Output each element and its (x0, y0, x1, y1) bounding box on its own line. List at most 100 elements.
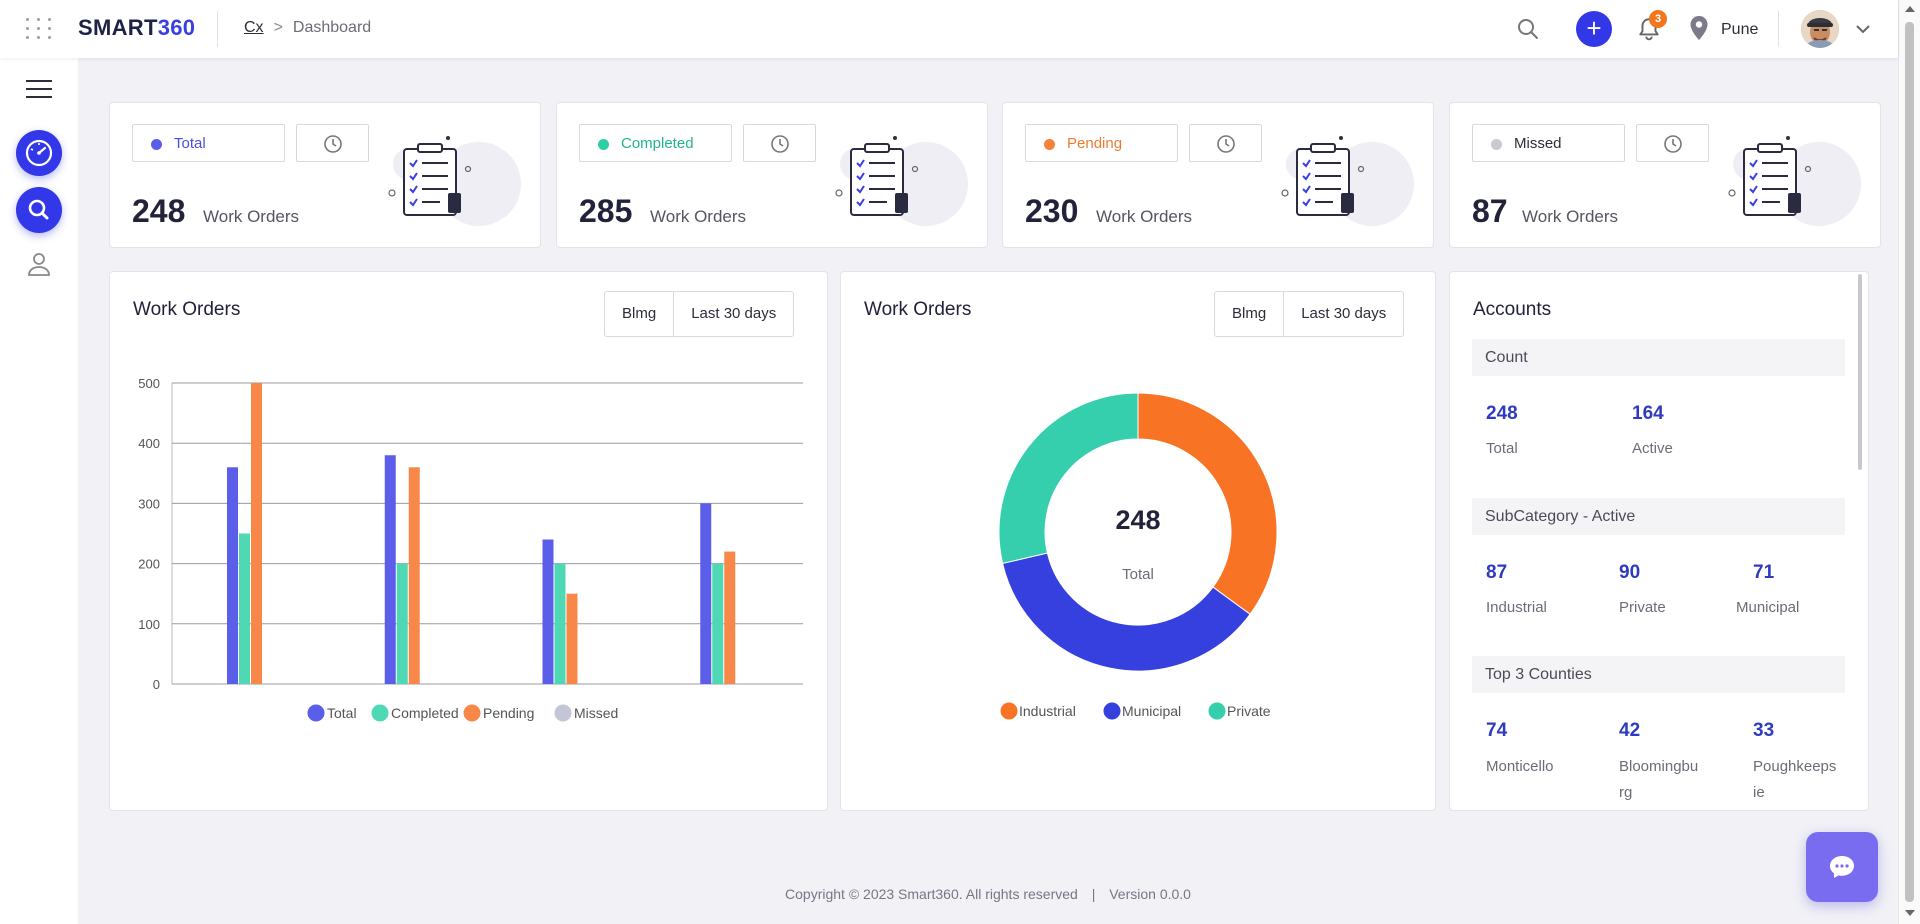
bar-total (227, 467, 238, 684)
stat-unit: Work Orders (650, 207, 747, 226)
stat-filter-pill[interactable]: Pending (1025, 124, 1178, 162)
stat-card-completed[interactable]: Completed 285 Work Orders (556, 102, 988, 248)
chat-bubble-icon (1830, 856, 1854, 878)
legend-swatch (371, 704, 389, 722)
sidebar-item-search[interactable] (16, 187, 62, 233)
accounts-value: 42 (1619, 720, 1641, 741)
accounts-value: 87 (1486, 562, 1508, 583)
stat-value: 248 (132, 193, 186, 229)
accounts-section-header: SubCategory - Active (1472, 498, 1845, 535)
bar-total (384, 455, 396, 684)
footer-divider: | (1091, 886, 1096, 902)
location-filter-button[interactable]: Blmg (1232, 305, 1267, 322)
avatar[interactable] (1801, 10, 1839, 48)
bar-total (542, 539, 554, 684)
y-tick-label: 0 (153, 677, 160, 692)
search-icon (28, 199, 49, 220)
bar-chart-filters: Blmg Last 30 days (604, 291, 795, 337)
footer-version: Version 0.0.0 (1109, 886, 1191, 902)
clock-icon (771, 135, 789, 153)
location-pin-icon (1690, 16, 1708, 40)
hamburger-menu-icon[interactable] (26, 80, 52, 100)
stat-card-pending[interactable]: Pending 230 Work Orders (1002, 102, 1434, 248)
accounts-value: 164 (1632, 403, 1664, 424)
scroll-down-arrow-icon[interactable] (1905, 910, 1915, 916)
brand-logo[interactable]: SMART360 (78, 15, 196, 40)
stat-label: Completed (621, 135, 694, 152)
time-filter-button[interactable] (1636, 124, 1709, 162)
donut-slice-industrial (1137, 392, 1278, 615)
time-filter-button[interactable] (296, 124, 369, 162)
accounts-value: 71 (1753, 562, 1775, 583)
stat-filter-pill[interactable]: Total (132, 124, 285, 162)
bar-pending (251, 383, 262, 684)
scroll-up-arrow-icon[interactable] (1905, 6, 1915, 12)
footer: Copyright © 2023 Smart360. All rights re… (78, 886, 1898, 902)
stat-filter-pill[interactable]: Completed (579, 124, 732, 162)
search-icon[interactable] (1516, 17, 1540, 41)
top-header: SMART360 Cx > Dashboard + 3 Pune (0, 0, 1898, 58)
stat-label: Pending (1067, 135, 1123, 152)
notification-badge: 3 (1649, 10, 1667, 28)
legend-label: Pending (483, 705, 534, 721)
user-icon[interactable] (27, 251, 51, 277)
accounts-value: 248 (1486, 403, 1518, 424)
accounts-label: Municipal (1736, 599, 1800, 616)
checklist-illustration-icon (1728, 136, 1861, 226)
time-filter-button[interactable] (743, 124, 816, 162)
location-filter-button[interactable]: Blmg (622, 305, 657, 322)
stat-card-total[interactable]: Total 248 Work Orders (109, 102, 541, 248)
scrollbar-thumb[interactable] (1905, 22, 1914, 902)
legend-label: Municipal (1122, 703, 1181, 719)
accounts-label: Bloomingbu rg (1619, 758, 1699, 801)
status-dot (1491, 139, 1502, 150)
speedometer-icon (25, 139, 53, 167)
accounts-scrollbar[interactable] (1858, 274, 1862, 470)
work-orders-bar-panel: Work Orders Blmg Last 30 days 0 100 200 300… (109, 271, 828, 811)
stat-filter-pill[interactable]: Missed (1472, 124, 1625, 162)
stat-label: Total (174, 135, 206, 152)
bar-chart: 0 100 200 300 400 500 Total Completed Pending Mis… (138, 376, 803, 722)
work-orders-donut-panel: Work Orders Blmg Last 30 days 248 Total In… (840, 271, 1436, 811)
stat-value: 285 (579, 193, 633, 229)
donut-slice-private (998, 392, 1139, 565)
bar-total (700, 503, 712, 684)
donut-chart-filters: Blmg Last 30 days (1214, 291, 1405, 337)
legend-label: Industrial (1019, 703, 1076, 719)
status-dot (151, 139, 162, 150)
location-label[interactable]: Pune (1721, 21, 1759, 38)
chat-button[interactable] (1806, 832, 1878, 902)
breadcrumb-current: Dashboard (292, 19, 372, 36)
accounts-section-header: Count (1472, 339, 1845, 376)
accounts-label: Monticello (1486, 758, 1554, 775)
window-scrollbar[interactable] (1898, 0, 1920, 924)
sidebar-item-dashboard[interactable] (16, 130, 62, 176)
accounts-value: 90 (1619, 562, 1641, 583)
accounts-value: 33 (1753, 720, 1775, 741)
donut-center-label: Total (1122, 566, 1154, 583)
bar-completed (554, 563, 566, 684)
chevron-down-icon[interactable] (1855, 22, 1871, 36)
time-filter-button[interactable] (1189, 124, 1262, 162)
accounts-section-header: Top 3 Counties (1472, 656, 1845, 693)
date-range-filter-button[interactable]: Last 30 days (673, 292, 793, 336)
donut-slice-municipal (1001, 552, 1251, 672)
bar-pending (724, 551, 736, 684)
checklist-illustration-icon (388, 136, 521, 226)
breadcrumb-root-link[interactable]: Cx (244, 19, 264, 36)
checklist-illustration-icon (835, 136, 968, 226)
stat-card-missed[interactable]: Missed 87 Work Orders (1449, 102, 1881, 248)
apps-grid-icon[interactable] (26, 18, 52, 40)
legend-label: Total (327, 705, 357, 721)
add-button[interactable]: + (1576, 11, 1612, 47)
accounts-label: Poughkeeps ie (1753, 758, 1837, 801)
breadcrumb: Cx > Dashboard (244, 19, 371, 37)
legend-swatch (307, 704, 325, 722)
header-divider-right (1778, 11, 1779, 47)
bar-completed (712, 563, 724, 684)
stat-unit: Work Orders (1096, 207, 1193, 226)
bar-completed (239, 533, 250, 684)
stat-value: 87 (1472, 193, 1508, 229)
date-range-filter-button[interactable]: Last 30 days (1283, 292, 1403, 336)
stat-label: Missed (1514, 135, 1562, 152)
